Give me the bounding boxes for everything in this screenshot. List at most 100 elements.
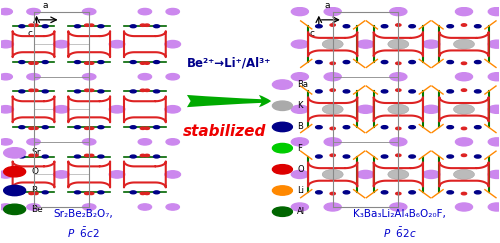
Circle shape [130, 25, 136, 28]
Circle shape [292, 105, 308, 113]
Circle shape [462, 192, 466, 195]
Circle shape [488, 105, 500, 113]
Circle shape [154, 25, 160, 28]
Circle shape [82, 74, 96, 80]
Circle shape [84, 62, 89, 64]
Circle shape [140, 192, 145, 195]
Circle shape [272, 122, 292, 132]
Circle shape [409, 126, 416, 129]
Circle shape [130, 126, 136, 129]
Circle shape [454, 169, 474, 179]
Circle shape [84, 192, 89, 195]
Circle shape [74, 25, 80, 28]
Circle shape [292, 138, 308, 146]
Circle shape [89, 154, 94, 157]
Circle shape [140, 154, 145, 157]
Circle shape [488, 203, 500, 211]
Circle shape [488, 170, 500, 178]
Circle shape [27, 204, 40, 210]
Circle shape [292, 203, 308, 211]
Text: a: a [42, 1, 48, 10]
Circle shape [462, 154, 466, 156]
Circle shape [343, 191, 350, 194]
Circle shape [0, 204, 12, 210]
Circle shape [324, 73, 341, 81]
Circle shape [409, 61, 416, 64]
Circle shape [19, 155, 25, 158]
Circle shape [154, 61, 160, 63]
Circle shape [98, 90, 104, 93]
Text: Li: Li [298, 186, 304, 195]
Circle shape [447, 25, 454, 28]
Circle shape [462, 127, 466, 130]
Circle shape [409, 25, 416, 28]
Circle shape [42, 61, 48, 63]
Circle shape [144, 192, 150, 195]
Circle shape [316, 25, 322, 28]
Circle shape [343, 61, 350, 64]
Circle shape [324, 138, 341, 146]
Circle shape [29, 127, 34, 130]
Circle shape [0, 74, 12, 80]
Circle shape [98, 61, 104, 63]
Circle shape [396, 127, 401, 130]
Circle shape [390, 203, 407, 211]
Circle shape [474, 155, 481, 158]
Circle shape [166, 139, 179, 145]
Circle shape [166, 9, 179, 15]
Circle shape [74, 126, 80, 129]
Text: Sr₂Be₂B₂O₇,: Sr₂Be₂B₂O₇, [53, 209, 113, 219]
Circle shape [138, 74, 151, 80]
Circle shape [29, 154, 34, 157]
Circle shape [409, 90, 416, 93]
Circle shape [357, 170, 374, 178]
Circle shape [138, 9, 151, 15]
Circle shape [454, 39, 474, 49]
Circle shape [154, 155, 160, 158]
Circle shape [165, 106, 180, 113]
Circle shape [488, 40, 500, 48]
Circle shape [42, 155, 48, 158]
Circle shape [4, 166, 26, 177]
Circle shape [19, 90, 25, 93]
Circle shape [462, 62, 466, 65]
Circle shape [390, 73, 407, 81]
Circle shape [33, 62, 38, 64]
Circle shape [140, 24, 145, 26]
Text: O: O [298, 165, 304, 174]
Text: Be: Be [31, 205, 43, 214]
Circle shape [396, 192, 401, 195]
Circle shape [138, 204, 151, 210]
Circle shape [33, 192, 38, 195]
Circle shape [330, 89, 336, 91]
Circle shape [388, 169, 409, 179]
Circle shape [422, 40, 440, 48]
Text: Al: Al [298, 207, 306, 216]
Circle shape [27, 9, 40, 15]
Circle shape [0, 139, 12, 145]
Circle shape [84, 127, 89, 130]
Circle shape [316, 90, 322, 93]
Circle shape [330, 192, 336, 195]
Circle shape [272, 207, 292, 217]
Circle shape [343, 25, 350, 28]
Circle shape [292, 73, 308, 81]
Circle shape [89, 89, 94, 92]
Circle shape [154, 90, 160, 93]
Circle shape [98, 155, 104, 158]
Circle shape [144, 24, 150, 26]
Circle shape [382, 61, 388, 64]
Circle shape [109, 41, 125, 48]
Circle shape [84, 89, 89, 92]
Text: Ba: Ba [298, 80, 308, 89]
Circle shape [343, 90, 350, 93]
Circle shape [130, 155, 136, 158]
Circle shape [488, 73, 500, 81]
Circle shape [316, 155, 322, 158]
Circle shape [382, 90, 388, 93]
Circle shape [343, 155, 350, 158]
Circle shape [388, 104, 409, 114]
Circle shape [409, 155, 416, 158]
Circle shape [382, 126, 388, 129]
Circle shape [316, 191, 322, 194]
